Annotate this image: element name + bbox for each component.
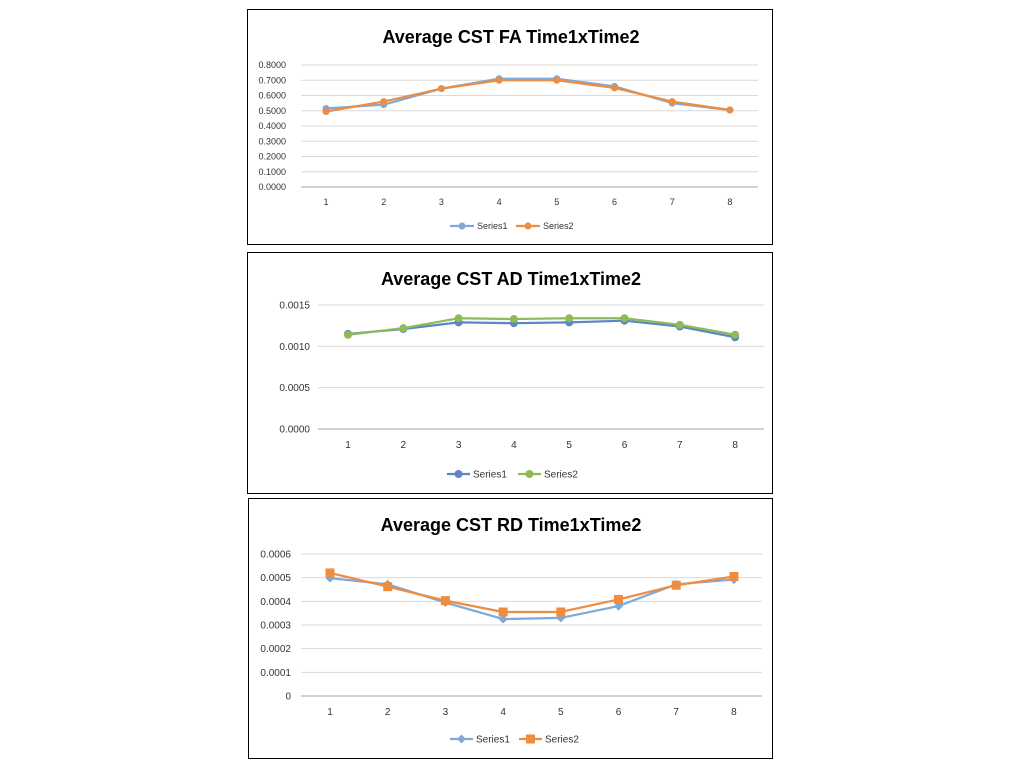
ad-chart-title: Average CST AD Time1xTime2 — [381, 269, 641, 289]
rd-chart-title: Average CST RD Time1xTime2 — [381, 515, 642, 535]
fa-x-tick-label: 7 — [670, 197, 675, 207]
ad-legend-series1-marker — [454, 470, 463, 478]
ad-x-tick-label: 7 — [677, 440, 683, 451]
rd-y-tick-label: 0.0003 — [260, 621, 291, 632]
fa-y-tick-label: 0.5000 — [258, 106, 286, 116]
fa-y-tick-label: 0.8000 — [258, 60, 286, 70]
rd-series2-line — [329, 571, 735, 614]
fa-x-tick-label: 8 — [727, 197, 732, 207]
rd-series2-point — [671, 580, 681, 590]
rd-legend-series2-label: Series2 — [545, 735, 579, 746]
ad-series2-point — [509, 315, 518, 324]
rd-x-tick-label: 7 — [673, 707, 679, 718]
fa-legend-series1-marker — [458, 222, 466, 230]
rd-series2-point — [325, 568, 335, 578]
ad-y-tick-label: 0.0000 — [279, 425, 310, 436]
fa-series2-line — [325, 79, 731, 113]
rd-y-tick-label: 0 — [285, 692, 291, 703]
ad-y-tick-label: 0.0005 — [279, 383, 310, 394]
fa-x-tick-label: 4 — [497, 197, 502, 207]
chart-rd: Average CST RD Time1xTime2 0 0.0001 0.0002 0… — [260, 515, 762, 746]
rd-x-tick-label: 2 — [385, 707, 391, 718]
fa-series2-point — [553, 76, 561, 84]
fa-series2-point — [495, 76, 503, 84]
rd-legend-series1-marker — [457, 734, 466, 744]
fa-y-tick-label: 0.6000 — [258, 91, 286, 101]
rd-x-tick-label: 3 — [443, 707, 449, 718]
fa-y-tick-label: 0.2000 — [258, 152, 286, 162]
ad-legend-series2-marker — [525, 470, 534, 478]
ad-series2-point — [565, 314, 574, 323]
rd-x-tick-label: 1 — [327, 707, 333, 718]
rd-y-tick-label: 0.0002 — [260, 644, 291, 655]
fa-y-tick-label: 0.1000 — [258, 167, 286, 177]
rd-x-tick-label: 4 — [500, 707, 506, 718]
ad-x-tick-label: 4 — [511, 440, 517, 451]
ad-x-tick-label: 5 — [566, 440, 572, 451]
fa-x-tick-label: 3 — [439, 197, 444, 207]
ad-series2-point — [454, 314, 463, 323]
rd-x-tick-label: 5 — [558, 707, 564, 718]
fa-y-tick-label: 0.0000 — [258, 182, 286, 192]
fa-x-tick-label: 5 — [554, 197, 559, 207]
fa-x-tick-label: 2 — [381, 197, 386, 207]
rd-y-tick-label: 0.0001 — [260, 668, 291, 679]
ad-x-tick-label: 8 — [732, 440, 738, 451]
rd-y-tick-label: 0.0004 — [260, 597, 291, 608]
ad-legend-series1-label: Series1 — [473, 470, 507, 481]
chart-ad: Average CST AD Time1xTime2 0.0000 0.0005 0.… — [279, 269, 764, 481]
ad-x-tick-label: 2 — [401, 440, 407, 451]
fa-legend-series2-marker — [524, 222, 532, 230]
chart-rd-panel: Average CST RD Time1xTime2 0 0.0001 0.0002 0… — [248, 498, 773, 759]
fa-series2-point — [380, 98, 388, 106]
chart-fa-panel: Average CST FA Time1xTime2 0.0000 0.1000 0.… — [247, 9, 773, 245]
ad-x-tick-label: 6 — [622, 440, 628, 451]
fa-series2-point — [437, 85, 445, 93]
rd-series2-point — [614, 594, 623, 604]
ad-legend-series2-label: Series2 — [544, 470, 578, 481]
chart-fa: Average CST FA Time1xTime2 0.0000 0.1000 0.… — [258, 27, 758, 231]
fa-series2-point — [668, 98, 676, 106]
fa-legend-series1-label: Series1 — [477, 221, 508, 231]
rd-series2-point — [383, 582, 393, 592]
fa-series2-point — [726, 106, 734, 114]
ad-series2-point — [731, 330, 740, 339]
ad-series2-point — [399, 324, 408, 333]
rd-series2-point — [556, 607, 566, 617]
ad-y-tick-label: 0.0015 — [279, 301, 310, 312]
ad-series2-point — [675, 320, 684, 329]
rd-legend-series1-label: Series1 — [476, 735, 510, 746]
fa-x-tick-label: 1 — [323, 197, 328, 207]
ad-x-tick-label: 1 — [345, 440, 351, 451]
fa-y-tick-label: 0.7000 — [258, 75, 286, 85]
chart-ad-panel: Average CST AD Time1xTime2 0.0000 0.0005 0.… — [247, 252, 773, 494]
ad-y-tick-label: 0.0010 — [279, 342, 310, 353]
rd-y-tick-label: 0.0006 — [260, 550, 291, 561]
ad-x-tick-label: 3 — [456, 440, 462, 451]
fa-x-tick-label: 6 — [612, 197, 617, 207]
fa-y-tick-label: 0.4000 — [258, 121, 286, 131]
rd-series1-point — [614, 601, 623, 611]
ad-series2-point — [344, 330, 352, 339]
ad-series1-line — [347, 319, 736, 339]
fa-legend-series2-label: Series2 — [543, 221, 574, 231]
rd-series2-point — [440, 596, 450, 606]
ad-series2-line — [347, 317, 736, 336]
rd-series2-point — [498, 607, 508, 617]
ad-series2-point — [620, 314, 629, 323]
rd-series1-point — [498, 614, 508, 624]
rd-y-tick-label: 0.0005 — [260, 573, 291, 584]
fa-y-tick-label: 0.3000 — [258, 136, 286, 146]
fa-series2-point — [322, 108, 330, 116]
rd-x-tick-label: 6 — [616, 707, 622, 718]
rd-series2-point — [729, 571, 739, 581]
rd-legend-series2-marker — [526, 734, 535, 744]
fa-chart-title: Average CST FA Time1xTime2 — [382, 27, 639, 47]
rd-x-tick-label: 8 — [731, 707, 737, 718]
fa-series2-point — [611, 84, 618, 92]
